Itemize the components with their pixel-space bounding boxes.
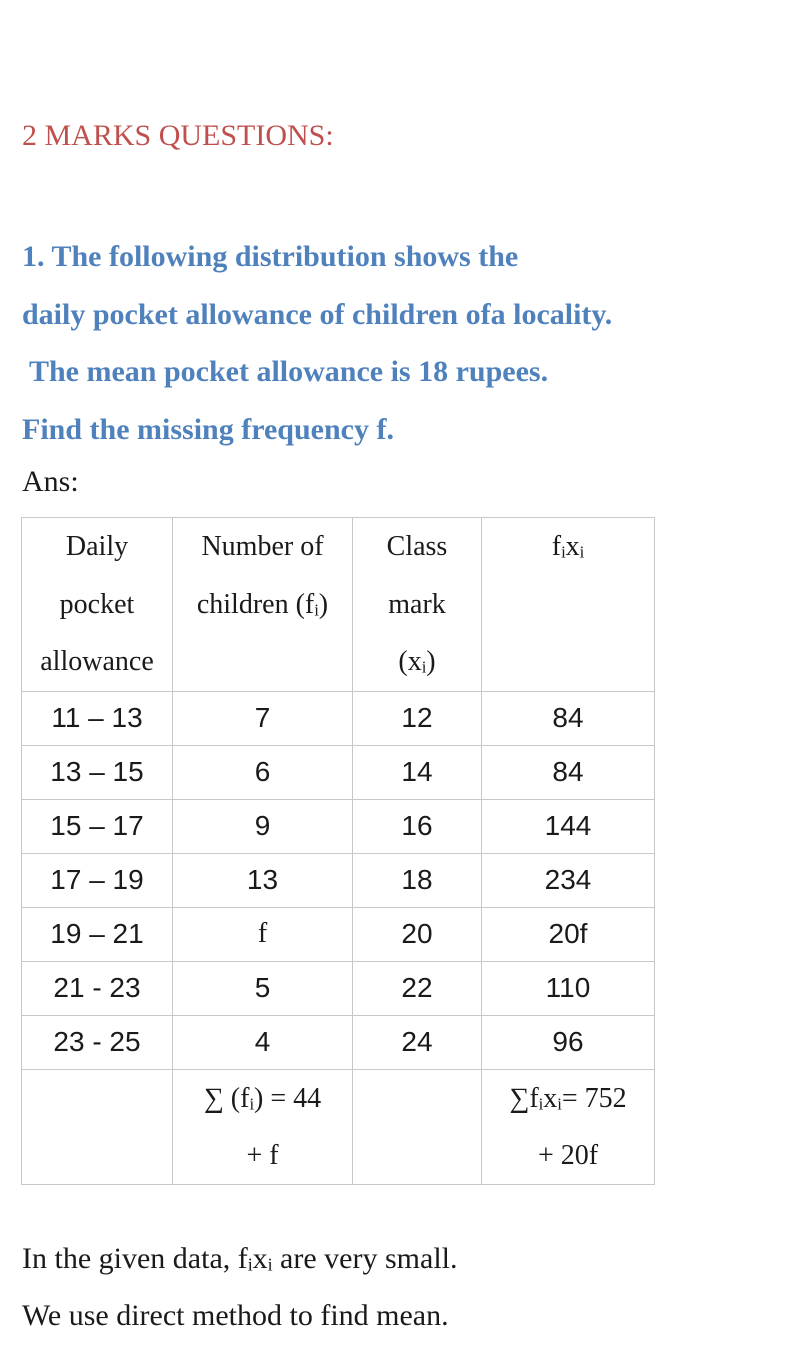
table-row: 21 - 23 5 22 110 [21, 960, 655, 1016]
question-line: Find the missing frequency f. [22, 412, 394, 446]
table-cell: 7 [172, 690, 353, 746]
table-cell [352, 1068, 482, 1185]
table-cell: 9 [172, 798, 353, 854]
header-line: mark [388, 588, 446, 620]
header-line: allowance [40, 646, 154, 677]
sum-fixi-cell: ∑fᵢxᵢ= 752 + 20f [481, 1068, 655, 1185]
table-cell: 22 [352, 960, 482, 1016]
table-cell: 5 [172, 960, 353, 1016]
header-number-of-children: Number of children (fᵢ) [172, 517, 353, 692]
answer-label: Ans: [22, 465, 79, 498]
table-row: 23 - 25 4 24 96 [21, 1014, 655, 1070]
table-cell: 13 – 15 [21, 744, 173, 800]
sum-line: + f [246, 1139, 279, 1171]
table-cell: 15 – 17 [21, 798, 173, 854]
header-line: children (fᵢ) [196, 588, 329, 620]
table-cell: 16 [352, 798, 482, 854]
question-line: 1. The following distribution shows the [22, 240, 519, 273]
table-cell: 6 [172, 744, 353, 800]
table-row: 15 – 17 9 16 144 [21, 798, 655, 854]
question-line: The mean pocket allowance is 18 rupees. [22, 355, 549, 388]
table-cell: 13 [172, 852, 353, 908]
table-cell: 11 – 13 [21, 690, 173, 746]
header-line: (xᵢ) [398, 646, 436, 677]
table-cell: 18 [352, 852, 482, 908]
frequency-table: Daily pocket allowance Number of childre… [21, 517, 655, 1185]
header-class-mark: Class mark (xᵢ) [352, 517, 482, 692]
sum-frequency-cell: ∑ (fᵢ) = 44 + f [172, 1068, 353, 1185]
table-cell: 21 - 23 [21, 960, 173, 1016]
table-row: 17 – 19 13 18 234 [21, 852, 655, 908]
sum-line: + 20f [537, 1139, 599, 1171]
table-row: 13 – 15 6 14 84 [21, 744, 655, 800]
table-cell: 20f [481, 906, 655, 962]
table-cell: 24 [352, 1014, 482, 1070]
header-line: Number of [201, 531, 324, 562]
table-cell: 20 [352, 906, 482, 962]
table-cell: f [172, 906, 353, 962]
table-cell: 234 [481, 852, 655, 908]
table-cell: 110 [481, 960, 655, 1016]
header-daily-allowance: Daily pocket allowance [21, 517, 173, 692]
header-line: Class [386, 531, 448, 562]
table-cell: 4 [172, 1014, 353, 1070]
header-line: pocket [59, 588, 135, 620]
section-heading: 2 MARKS QUESTIONS: [22, 119, 334, 152]
header-line: Daily [65, 531, 129, 562]
explanation-line: We use direct method to find mean. [22, 1299, 449, 1332]
table-total-row: ∑ (fᵢ) = 44 + f ∑fᵢxᵢ= 752 + 20f [21, 1068, 655, 1185]
header-fixi: fᵢxᵢ [481, 517, 655, 692]
table-cell [21, 1068, 173, 1185]
sum-line: ∑ (fᵢ) = 44 [203, 1082, 322, 1114]
question-text: 1. The following distribution shows the … [22, 228, 612, 458]
header-line: fᵢxᵢ [551, 531, 585, 562]
table-cell: 96 [481, 1014, 655, 1070]
table-row: 19 – 21 f 20 20f [21, 906, 655, 962]
table-cell: 14 [352, 744, 482, 800]
explanation-text: In the given data, fᵢxᵢ are very small. … [22, 1230, 457, 1344]
question-line: daily pocket allowance of children ofa l… [22, 297, 613, 331]
table-cell: 84 [481, 690, 655, 746]
sum-line: ∑fᵢxᵢ= 752 [509, 1082, 627, 1114]
explanation-line: In the given data, fᵢxᵢ are very small. [22, 1242, 458, 1275]
table-cell: 84 [481, 744, 655, 800]
table-cell: 19 – 21 [21, 906, 173, 962]
table-cell: 144 [481, 798, 655, 854]
table-cell: 12 [352, 690, 482, 746]
table-header-row: Daily pocket allowance Number of childre… [21, 517, 655, 692]
table-row: 11 – 13 7 12 84 [21, 690, 655, 746]
table-cell: 23 - 25 [21, 1014, 173, 1070]
table-cell: 17 – 19 [21, 852, 173, 908]
